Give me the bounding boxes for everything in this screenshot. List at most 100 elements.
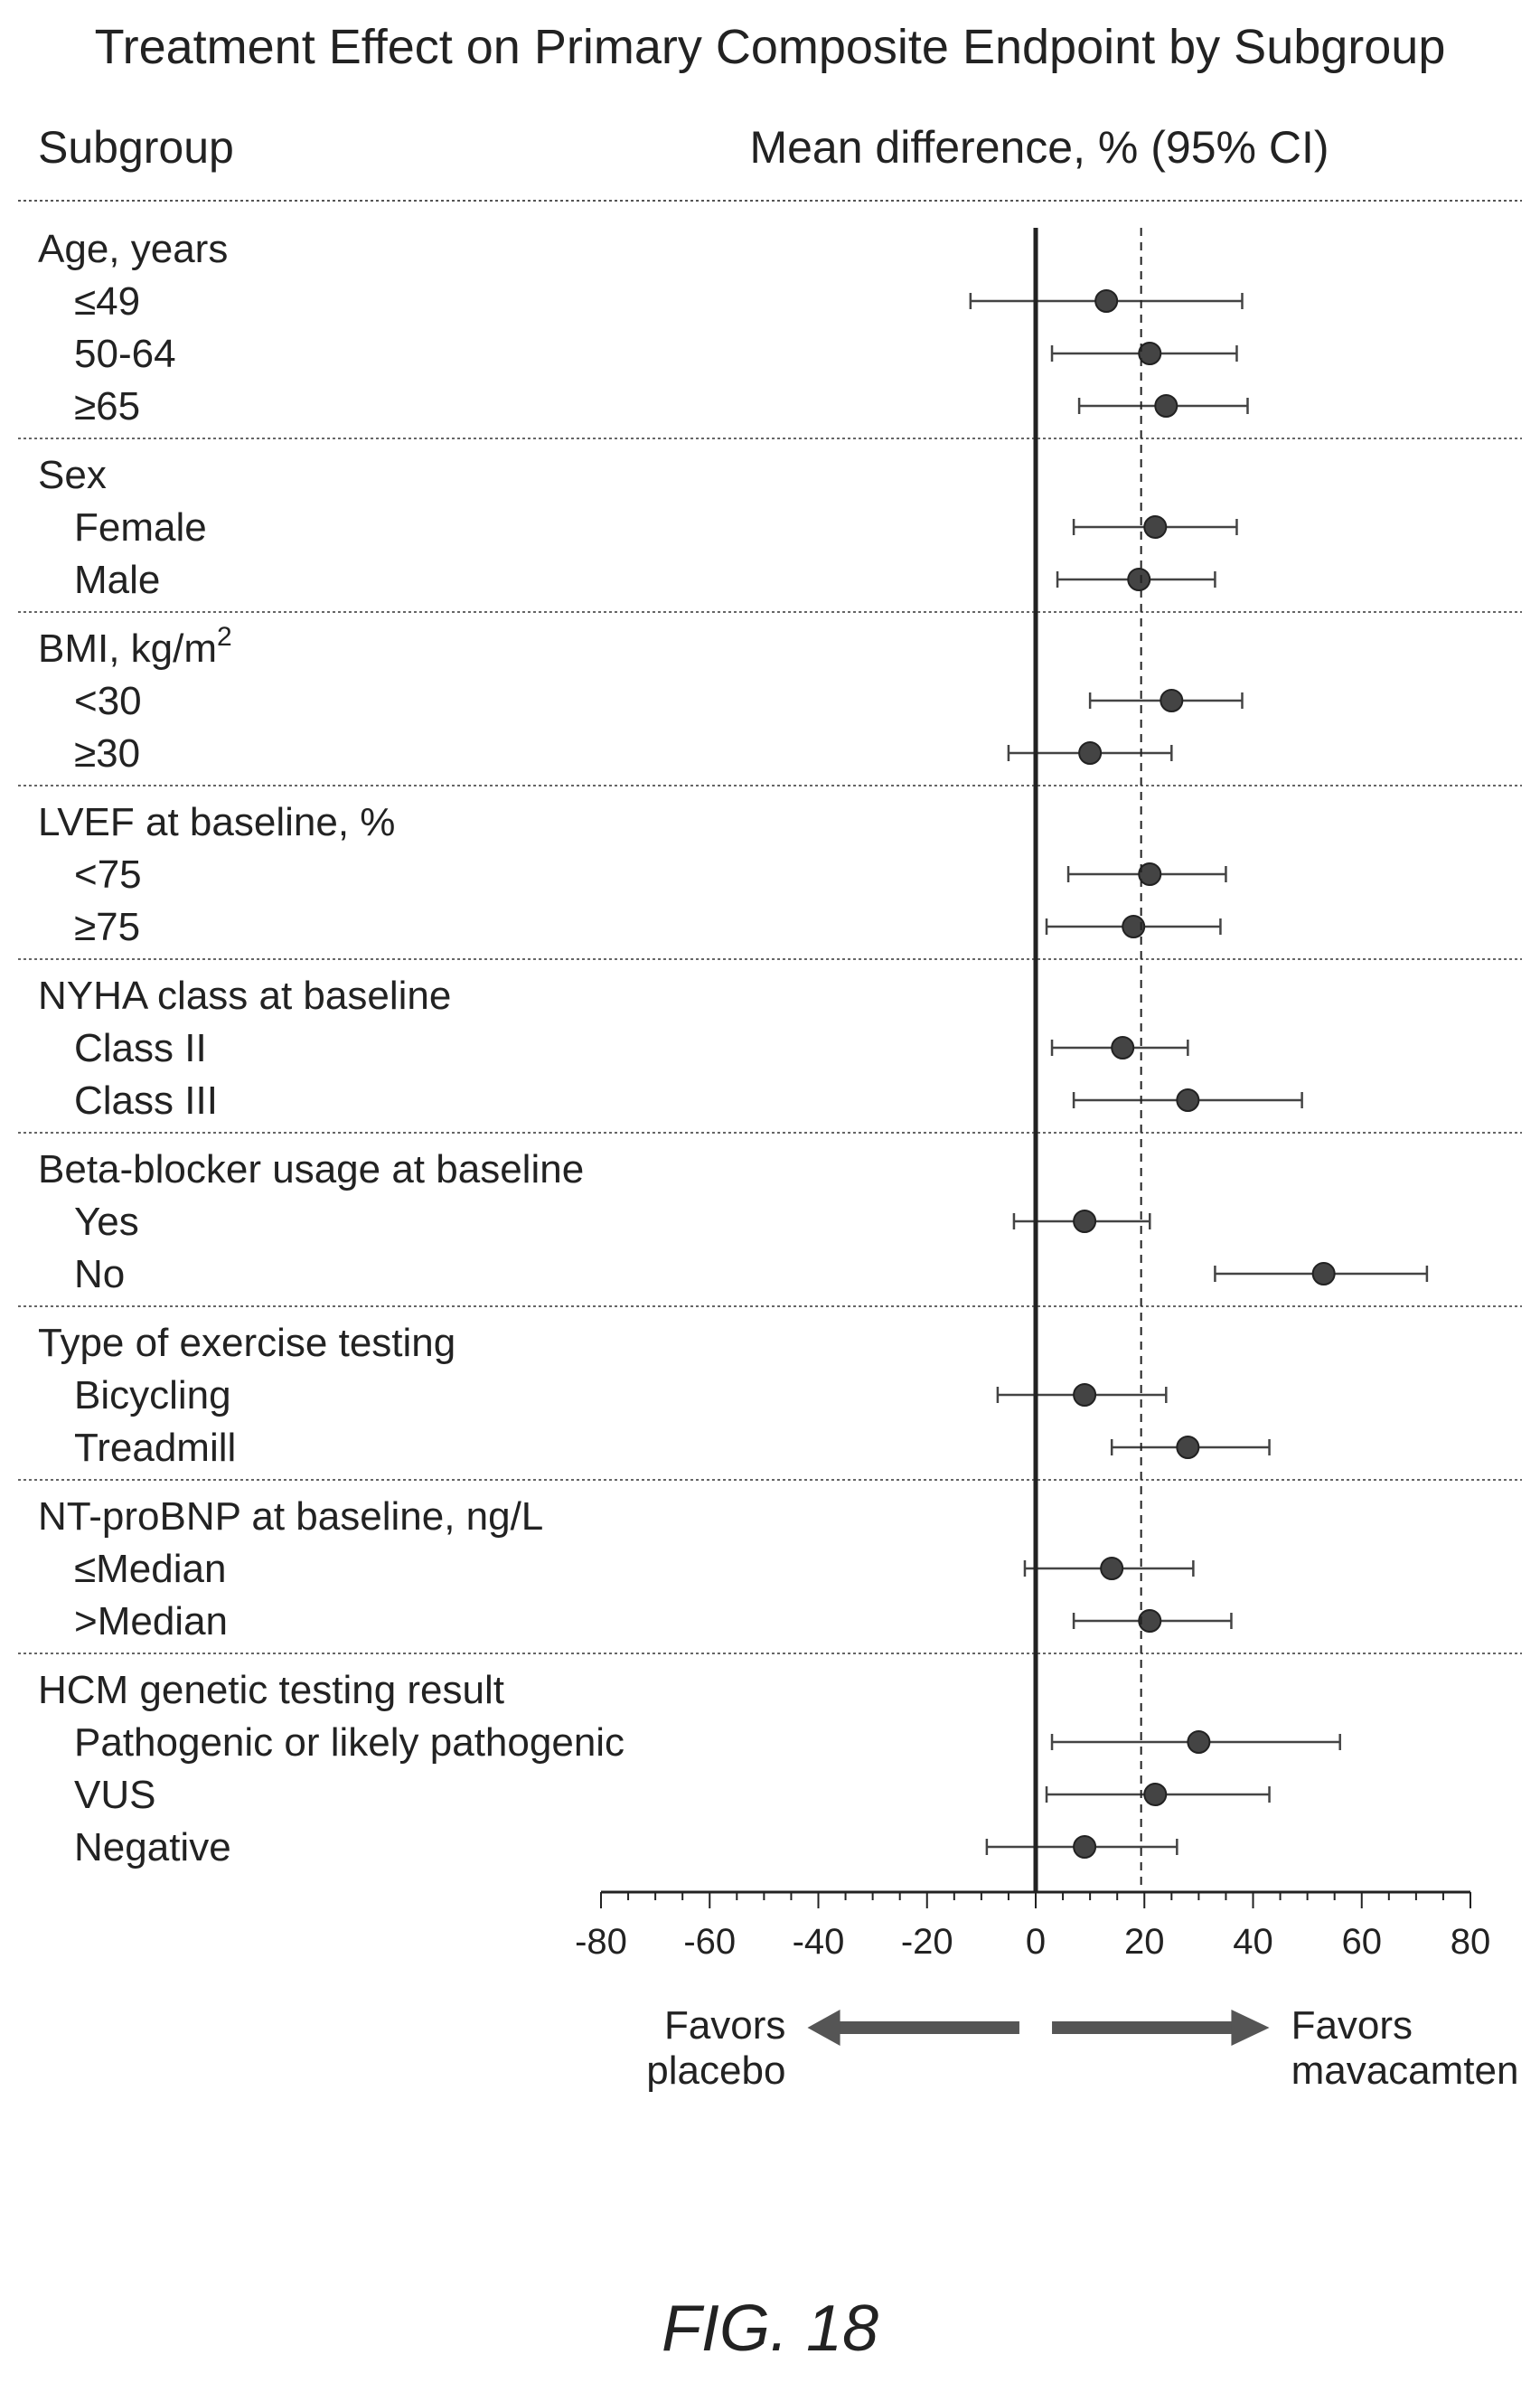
subgroup-label: ≥75 xyxy=(74,905,140,949)
subgroup-label: <30 xyxy=(74,679,142,723)
subgroup-label: <75 xyxy=(74,852,142,897)
subgroup-label: ≥30 xyxy=(74,731,140,776)
subgroup-label: >Median xyxy=(74,1599,228,1643)
subgroup-8: NT-proBNP at baseline, ng/L ≤Median >Media… xyxy=(38,1494,1233,1643)
ci-row xyxy=(996,1383,1168,1407)
ci-row xyxy=(969,289,1244,313)
group-label: Sex xyxy=(38,453,107,497)
subgroup-label: 50-64 xyxy=(74,332,176,376)
subgroup-label: ≥65 xyxy=(74,384,140,428)
subgroup-column-header: Subgroup xyxy=(38,122,234,173)
subgroup-label: ≤49 xyxy=(74,279,140,324)
point-estimate xyxy=(1073,1210,1097,1233)
arrow-left-icon xyxy=(807,2010,840,2046)
group-label: BMI, kg/m2 xyxy=(38,622,232,671)
x-tick-label: 40 xyxy=(1233,1922,1273,1962)
subgroup-7: Type of exercise testing Bicycling Treadmi… xyxy=(38,1321,1271,1470)
x-axis: -80 -60 -40 -20 0 20 40 60 80 xyxy=(575,1890,1491,1962)
ci-row xyxy=(1066,862,1227,886)
subgroup-4: LVEF at baseline, % <75 ≥75 xyxy=(38,800,1227,949)
subgroup-label: Male xyxy=(74,558,160,602)
x-tick-label: -60 xyxy=(683,1922,736,1962)
ci-row xyxy=(1077,394,1249,418)
subgroup-label: Bicycling xyxy=(74,1373,231,1417)
point-estimate xyxy=(1311,1262,1336,1285)
group-label: HCM genetic testing result xyxy=(38,1668,504,1712)
subgroup-label: No xyxy=(74,1252,125,1296)
favors-right-line1: Favors xyxy=(1291,2003,1413,2048)
x-tick-label: -20 xyxy=(901,1922,953,1962)
point-estimate xyxy=(1138,1609,1162,1633)
point-estimate xyxy=(1176,1088,1200,1112)
point-estimate xyxy=(1138,342,1162,365)
ci-row xyxy=(1088,689,1244,712)
figure-label: FIG. 18 xyxy=(662,2293,878,2365)
subgroup-6: Beta-blocker usage at baseline Yes No xyxy=(38,1147,1429,1296)
ci-row xyxy=(1050,342,1238,365)
point-estimate xyxy=(1111,1036,1135,1059)
ci-row xyxy=(1050,1036,1189,1059)
point-estimate xyxy=(1094,289,1119,313)
point-estimate xyxy=(1122,915,1146,938)
subgroup-label: Treadmill xyxy=(74,1426,236,1470)
ci-row xyxy=(1072,1088,1303,1112)
ci-row xyxy=(1050,1730,1341,1754)
favors-left-line1: Favors xyxy=(664,2003,785,2048)
ci-row xyxy=(985,1835,1178,1859)
ci-row xyxy=(1045,1783,1271,1806)
point-estimate xyxy=(1143,515,1168,539)
point-estimate xyxy=(1073,1835,1097,1859)
favors-left-line2: placebo xyxy=(646,2048,785,2093)
group-label: Beta-blocker usage at baseline xyxy=(38,1147,584,1191)
group-label: NT-proBNP at baseline, ng/L xyxy=(38,1494,543,1539)
chart-title: Treatment Effect on Primary Composite En… xyxy=(95,20,1446,74)
point-estimate xyxy=(1160,689,1184,712)
point-estimate xyxy=(1078,741,1103,765)
point-estimate xyxy=(1100,1557,1124,1580)
arrow-right-icon xyxy=(1231,2010,1270,2046)
group-label: NYHA class at baseline xyxy=(38,974,451,1018)
group-label: Type of exercise testing xyxy=(38,1321,455,1365)
x-tick-label: 0 xyxy=(1026,1922,1046,1962)
point-estimate xyxy=(1073,1383,1097,1407)
subgroup-9: HCM genetic testing result Pathogenic or … xyxy=(38,1668,1341,1869)
group-label: LVEF at baseline, % xyxy=(38,800,395,844)
subgroup-label: VUS xyxy=(74,1773,155,1817)
point-estimate xyxy=(1143,1783,1168,1806)
x-tick-label: 60 xyxy=(1342,1922,1383,1962)
ci-row xyxy=(1072,1609,1233,1633)
ci-row xyxy=(1072,515,1238,539)
subgroup-label: Negative xyxy=(74,1825,231,1869)
ci-row xyxy=(1007,741,1173,765)
effect-column-header: Mean difference, % (95% CI) xyxy=(749,122,1329,173)
point-estimate xyxy=(1127,568,1151,591)
subgroup-1: Age, years ≤49 50-64 ≥65 xyxy=(38,227,1249,428)
subgroup-label: Class II xyxy=(74,1026,207,1070)
subgroup-5: NYHA class at baseline Class II Class III xyxy=(38,974,1303,1123)
subgroup-label: Female xyxy=(74,505,207,550)
ci-row xyxy=(1110,1436,1271,1459)
ci-row xyxy=(1214,1262,1429,1285)
ci-row xyxy=(1023,1557,1195,1580)
subgroup-label: ≤Median xyxy=(74,1547,226,1591)
point-estimate xyxy=(1138,862,1162,886)
ci-row xyxy=(1056,568,1216,591)
point-estimate xyxy=(1187,1730,1211,1754)
x-tick-label: -40 xyxy=(793,1922,845,1962)
group-label: Age, years xyxy=(38,227,228,271)
subgroup-label: Class III xyxy=(74,1078,218,1123)
favors-right-line2: mavacamten xyxy=(1291,2048,1519,2093)
x-tick-label: 80 xyxy=(1451,1922,1491,1962)
ci-row xyxy=(1045,915,1222,938)
subgroup-2: Sex Female Male xyxy=(38,453,1238,602)
subgroup-label: Pathogenic or likely pathogenic xyxy=(74,1720,624,1765)
subgroup-rows: Age, years ≤49 50-64 ≥65 Sex Female Male BMI, k… xyxy=(18,227,1522,1892)
point-estimate xyxy=(1176,1436,1200,1459)
point-estimate xyxy=(1154,394,1178,418)
subgroup-3: BMI, kg/m2 <30 ≥30 xyxy=(38,622,1244,776)
x-tick-label: -80 xyxy=(575,1922,627,1962)
subgroup-label: Yes xyxy=(74,1200,139,1244)
x-tick-label: 20 xyxy=(1124,1922,1165,1962)
